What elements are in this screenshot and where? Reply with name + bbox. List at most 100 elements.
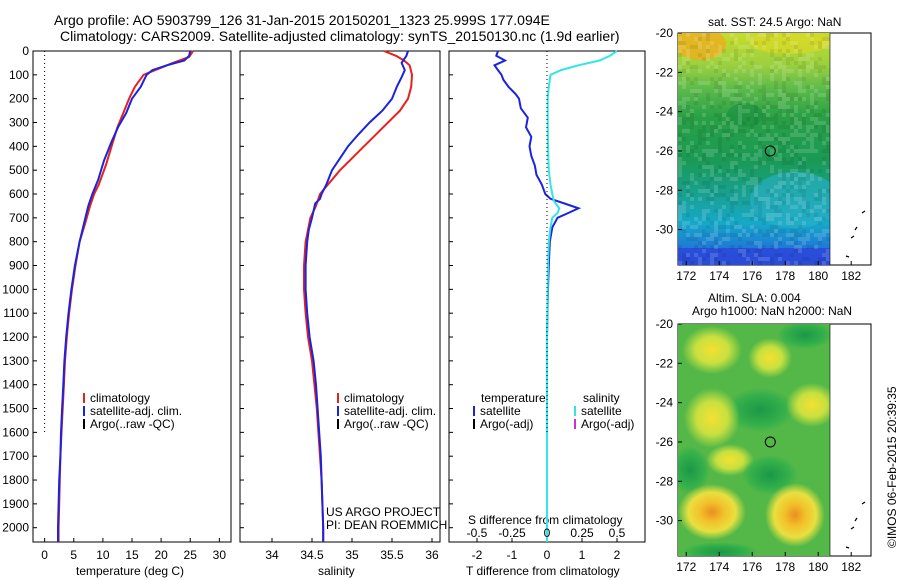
sst-pixel (790, 173, 794, 177)
sst-pixel (814, 105, 818, 109)
temperature-legend-label: climatology (90, 391, 150, 405)
sst-pixel (702, 137, 706, 141)
sst-pixel (782, 69, 786, 73)
sst-pixel (690, 81, 694, 85)
sst-pixel (814, 89, 818, 93)
sst-pixel (770, 233, 774, 237)
sst-map-title: sat. SST: 24.5 Argo: NaN (708, 15, 842, 29)
sst-pixel (770, 137, 774, 141)
sst-pixel (770, 73, 774, 77)
sst-pixel (682, 105, 686, 109)
sst-pixel (746, 249, 750, 253)
sst-pixel (734, 177, 738, 181)
sst-pixel (778, 101, 782, 105)
sst-pixel (802, 57, 806, 61)
sst-pixel (714, 221, 718, 225)
depth-tick-label: 1500 (2, 402, 29, 416)
sst-pixel (726, 197, 730, 201)
sst-pixel (726, 237, 730, 241)
sst-pixel (682, 225, 686, 229)
depth-tick-label: 300 (9, 116, 29, 130)
sst-pixel (786, 33, 790, 37)
sst-pixel (758, 213, 762, 217)
sst-pixel (786, 125, 790, 129)
sst-pixel (682, 97, 686, 101)
difference-chart: -2 -1 0 1 2 -0.5 -0.25 0 0.25 0.5 temperature salin… (449, 50, 634, 562)
sst-pixel (702, 189, 706, 193)
sst-pixel (826, 93, 830, 97)
sst-pixel (742, 173, 746, 177)
sst-pixel (714, 85, 718, 89)
sst-pixel (794, 245, 798, 249)
sst-pixel (770, 245, 774, 249)
sla_map-y-tick-label: -26 (656, 435, 674, 449)
sst-pixel (746, 133, 750, 137)
sst-pixel (686, 189, 690, 193)
sst-pixel (798, 213, 802, 217)
sst-pixel (786, 213, 790, 217)
sst-pixel (778, 221, 782, 225)
difference-salinity-legend-label: Argo(-adj) (581, 417, 634, 431)
sst-pixel (734, 225, 738, 229)
sla_map-y-tick-label: -20 (656, 317, 674, 331)
sst-pixel (790, 237, 794, 241)
sst-pixel (782, 133, 786, 137)
sst-pixel (742, 189, 746, 193)
sst-pixel (798, 73, 802, 77)
sst-pixel (806, 149, 810, 153)
sst-pixel (730, 149, 734, 153)
sst-pixel (742, 45, 746, 49)
depth-tick-label: 1700 (2, 449, 29, 463)
sst-pixel (678, 37, 682, 41)
sst-pixel (754, 193, 758, 197)
sst-pixel (806, 109, 810, 113)
sst-pixel (742, 101, 746, 105)
sst-pixel (774, 209, 778, 213)
sst-pixel (746, 213, 750, 217)
sst-pixel (782, 77, 786, 81)
difference-legend-title-temperature: temperature (481, 391, 546, 405)
depth-tick-label: 600 (9, 187, 29, 201)
sst-pixel (758, 217, 762, 221)
sst-pixel (706, 57, 710, 61)
sst-pixel (738, 109, 742, 113)
sst-pixel (762, 105, 766, 109)
sst-pixel (798, 181, 802, 185)
sst-pixel (818, 133, 822, 137)
sst-pixel (762, 221, 766, 225)
sst-pixel (778, 153, 782, 157)
sst-pixel (746, 233, 750, 237)
sst-pixel (790, 133, 794, 137)
sst-pixel (770, 165, 774, 169)
sst-pixel (706, 225, 710, 229)
sst-pixel (746, 257, 750, 261)
sst-pixel (818, 137, 822, 141)
sst-pixel (758, 249, 762, 253)
sst-pixel (754, 145, 758, 149)
temperature-panel-frame (32, 50, 232, 543)
sst-pixel (702, 121, 706, 125)
sst-pixel (698, 129, 702, 133)
sst-pixel (770, 53, 774, 57)
sst-pixel (714, 65, 718, 69)
sst-pixel (730, 201, 734, 205)
sst-pixel (814, 101, 818, 105)
sst-pixel (786, 57, 790, 61)
sst-pixel (734, 85, 738, 89)
sst-pixel (706, 37, 710, 41)
sst-pixel (714, 189, 718, 193)
sst-pixel (678, 101, 682, 105)
sst-pixel (770, 65, 774, 69)
sst-pixel (718, 185, 722, 189)
sst-pixel (778, 253, 782, 257)
sst-pixel (802, 121, 806, 125)
sst-pixel (778, 57, 782, 61)
sst-pixel (810, 65, 814, 69)
sst-pixel (810, 169, 814, 173)
sst-pixel (682, 57, 686, 61)
sst-pixel (746, 45, 750, 49)
sst-pixel (678, 137, 682, 141)
sst-pixel (806, 257, 810, 261)
sst-pixel (738, 141, 742, 145)
sst-pixel (766, 129, 770, 133)
